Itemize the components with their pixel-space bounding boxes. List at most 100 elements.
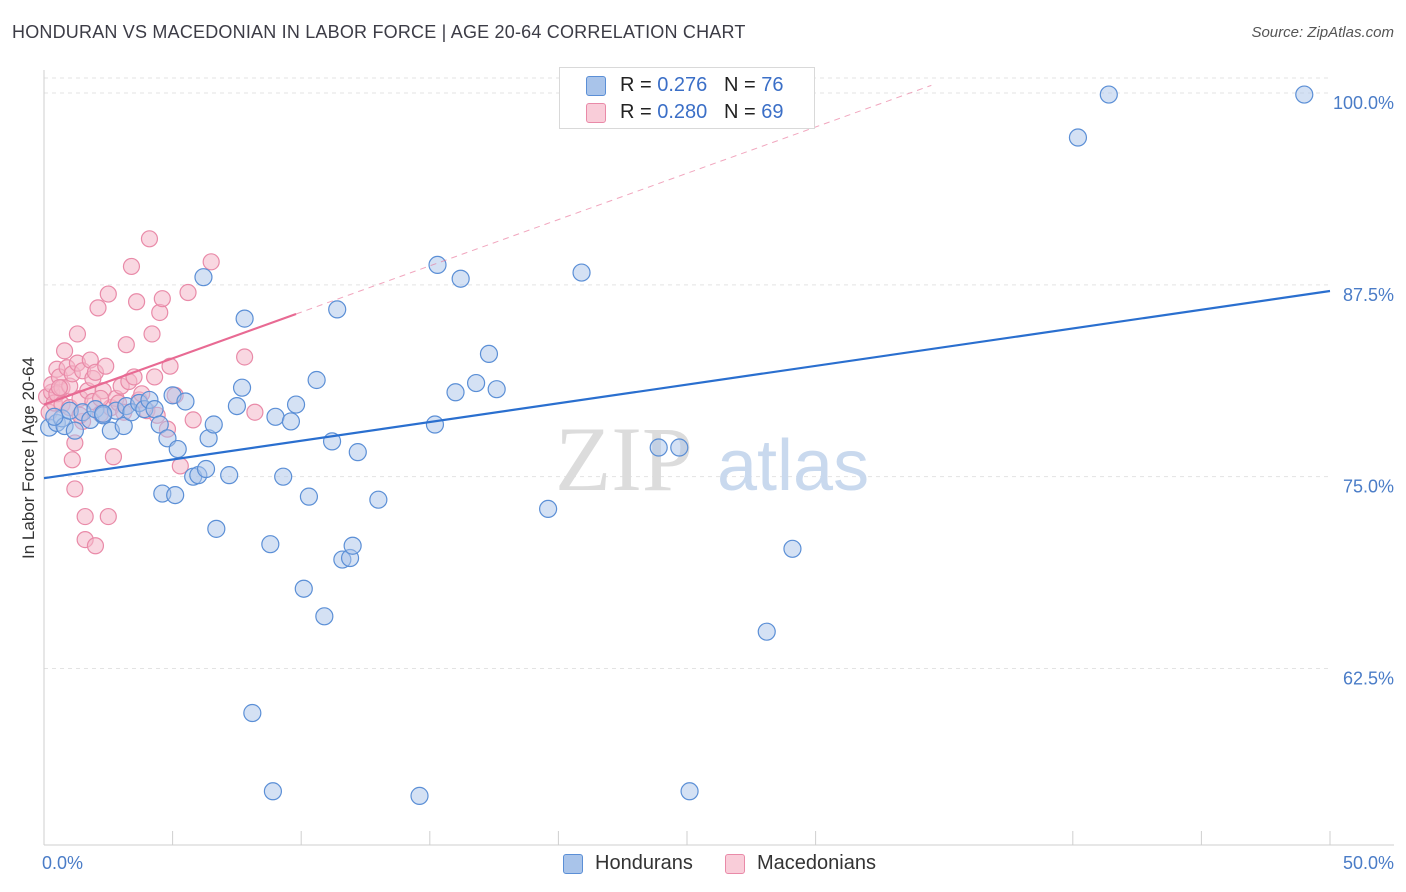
y-tick-label: 100.0% <box>1333 93 1394 113</box>
honduran-point <box>670 438 689 457</box>
honduran-point <box>572 263 591 282</box>
honduran-point <box>1295 85 1314 104</box>
honduran-point <box>196 459 216 479</box>
honduran-point <box>1068 128 1088 147</box>
hondurans-points <box>40 85 1314 805</box>
x-tick-label-right: 50.0% <box>1343 853 1394 873</box>
honduran-point <box>487 380 506 399</box>
macedonian-point <box>97 357 115 375</box>
legend-r-value-macedonians: 0.280 <box>657 101 708 123</box>
y-tick-labels: 100.0% 87.5% 75.0% 62.5% <box>1333 93 1394 688</box>
macedonians-trend-extension <box>295 84 932 315</box>
macedonian-point <box>143 325 161 343</box>
honduran-point <box>299 487 319 506</box>
legend-n-value-macedonians: 69 <box>761 101 784 123</box>
watermark: ZIP atlas <box>555 408 869 510</box>
honduran-point <box>428 255 447 275</box>
honduran-point <box>114 416 133 436</box>
legend-n-label: N = <box>723 101 762 123</box>
honduran-point <box>328 300 347 319</box>
y-axis-label: In Labor Force | Age 20-64 <box>19 357 38 559</box>
y-tick-label: 87.5% <box>1343 285 1394 305</box>
macedonian-point <box>99 507 117 526</box>
macedonian-point <box>63 451 81 469</box>
legend-swatch-hondurans <box>586 76 606 96</box>
macedonian-point <box>76 507 94 526</box>
honduran-point <box>281 412 301 431</box>
legend-r-label: R = <box>620 101 658 123</box>
honduran-point <box>261 535 280 554</box>
honduran-point <box>757 622 776 641</box>
honduran-point <box>451 269 470 288</box>
macedonians-trend-line <box>43 312 297 406</box>
honduran-point <box>207 519 226 538</box>
macedonian-point <box>236 348 254 366</box>
honduran-point <box>166 485 185 505</box>
honduran-point <box>680 782 699 801</box>
honduran-point <box>145 400 164 419</box>
honduran-point <box>286 395 306 414</box>
macedonian-point <box>140 230 159 248</box>
macedonian-point <box>50 379 69 397</box>
chart-title: HONDURAN VS MACEDONIAN IN LABOR FORCE | … <box>12 22 746 42</box>
trend-lines <box>43 84 1331 480</box>
honduran-point <box>1099 85 1118 104</box>
correlation-legend: R = 0.276 N = 76 R = 0.280 N = 69 <box>559 67 815 129</box>
honduran-point <box>204 415 223 434</box>
honduran-point <box>227 396 246 416</box>
legend-swatch-macedonians <box>725 854 745 874</box>
honduran-point <box>466 373 486 393</box>
macedonian-point <box>68 325 87 343</box>
honduran-point <box>220 466 239 485</box>
gridlines <box>44 77 1330 670</box>
macedonian-point <box>145 368 164 386</box>
legend-r-value-hondurans: 0.276 <box>657 74 708 96</box>
honduran-point <box>266 407 285 426</box>
honduran-point <box>232 378 252 397</box>
honduran-point <box>274 467 293 486</box>
macedonian-point <box>99 285 117 303</box>
honduran-point <box>65 421 84 440</box>
legend-n-value-hondurans: 76 <box>761 74 784 96</box>
y-tick-label: 75.0% <box>1343 477 1394 497</box>
macedonian-point <box>117 336 135 354</box>
honduran-point <box>649 438 668 457</box>
watermark-atlas: atlas <box>717 426 869 506</box>
honduran-point <box>369 490 388 509</box>
honduran-point <box>263 782 283 801</box>
legend-r-label: R = <box>620 74 658 96</box>
honduran-point <box>425 415 445 434</box>
honduran-point <box>45 407 64 426</box>
honduran-point <box>446 383 465 402</box>
axes <box>43 70 1394 846</box>
honduran-point <box>539 499 558 519</box>
honduran-point <box>479 344 499 364</box>
honduran-point <box>307 370 326 390</box>
honduran-point <box>176 392 195 411</box>
macedonian-point <box>246 403 264 421</box>
honduran-point <box>150 415 169 434</box>
honduran-point <box>783 539 802 558</box>
macedonian-point <box>153 290 171 308</box>
macedonian-point <box>55 342 74 360</box>
honduran-point <box>243 703 262 723</box>
macedonian-point <box>86 537 105 555</box>
macedonian-point <box>184 411 202 429</box>
honduran-point <box>168 439 187 459</box>
honduran-point <box>410 786 429 805</box>
honduran-point <box>348 443 367 462</box>
honduran-point <box>315 607 334 626</box>
source-label: Source: ZipAtlas.com <box>1251 24 1394 41</box>
macedonian-point <box>89 299 107 317</box>
macedonian-point <box>66 480 84 498</box>
macedonian-point <box>202 253 220 271</box>
honduran-point <box>194 268 213 287</box>
honduran-point <box>343 536 362 555</box>
y-tick-label: 62.5% <box>1343 669 1394 689</box>
macedonian-point <box>104 448 123 466</box>
legend-swatch-macedonians <box>586 103 606 123</box>
honduran-point <box>294 579 313 598</box>
honduran-point <box>94 404 113 423</box>
watermark-zip: ZIP <box>555 408 693 510</box>
